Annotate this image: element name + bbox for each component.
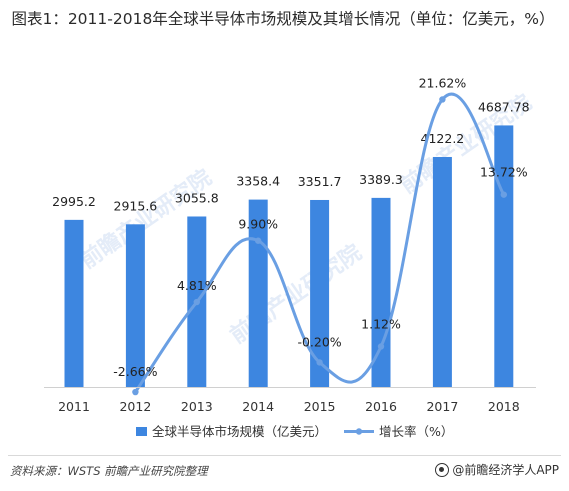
growth-point-2018 [500,191,507,198]
bar-2014 [248,199,268,387]
growth-label-2012: -2.66% [113,364,157,379]
legend-bar-label: 全球半导体市场规模（亿美元） [152,424,327,439]
bar-label-2012: 2915.6 [114,198,158,213]
x-tick-label-2013: 2013 [181,399,213,414]
bar-label-2017: 4122.2 [421,131,465,146]
brand-label: @前瞻经济学人APP [452,463,559,477]
growth-label-2014: 9.90% [238,217,278,232]
footer-divider [8,455,561,456]
bar-value-labels: 2995.2 2915.6 3055.8 3358.4 3351.7 3389.3 4122… [52,99,530,213]
bar-label-2013: 3055.8 [175,190,219,205]
x-tick-label-2018: 2018 [488,399,520,414]
growth-point-2015 [316,359,323,366]
bar-label-2014: 3358.4 [236,174,280,189]
growth-line-series [132,92,507,396]
x-axis: 2011 2012 2013 2014 2015 2016 2017 2018 [44,387,536,414]
growth-point-2013 [193,298,200,306]
bar-2017 [432,156,452,387]
x-tick-label-2012: 2012 [119,399,151,414]
x-tick-label-2015: 2015 [304,399,336,414]
x-tick-label-2017: 2017 [426,399,458,414]
growth-point-2016 [377,343,385,350]
bar-2012 [125,224,145,387]
legend-line-marker [355,428,363,435]
x-tick-label-2016: 2016 [365,399,397,414]
legend-bar-swatch [136,427,147,436]
growth-point-2014 [255,237,262,244]
bar-2016 [371,197,391,387]
watermark-text: 前瞻产业研究院 [225,239,366,349]
bar-series [64,125,514,387]
growth-label-2015: -0.20% [297,334,341,349]
bar-label-2011: 2995.2 [52,194,96,209]
growth-value-labels: -2.66% 4.81% 9.90% -0.20% 1.12% 21.62% 13.72% [113,75,527,379]
growth-point-2017 [439,96,446,103]
brand-credit: @前瞻经济学人APP [435,461,559,478]
bar-label-2016: 3389.3 [359,172,403,187]
brand-logo-icon [435,462,450,477]
growth-label-2017: 21.62% [419,75,467,90]
bar-2015 [310,199,330,387]
legend-line-label: 增长率（%） [379,424,453,439]
bar-label-2015: 3351.7 [298,174,342,189]
legend: 全球半导体市场规模（亿美元） 增长率（%） [136,424,453,439]
growth-label-2016: 1.12% [361,317,401,332]
bar-label-2018: 4687.78 [478,99,530,114]
x-tick-label-2011: 2011 [58,399,90,414]
bar-2018 [494,125,514,387]
x-tick-label-2014: 2014 [242,399,274,414]
source-note: 资料来源：WSTS 前瞻产业研究院整理 [10,464,208,478]
bar-2011 [64,219,84,387]
growth-label-2018: 13.72% [480,165,528,180]
growth-point-2012 [132,388,139,396]
chart-title: 图表1：2011-2018年全球半导体市场规模及其增长情况（单位：亿美元，%） [11,10,555,28]
growth-label-2013: 4.81% [177,278,217,293]
